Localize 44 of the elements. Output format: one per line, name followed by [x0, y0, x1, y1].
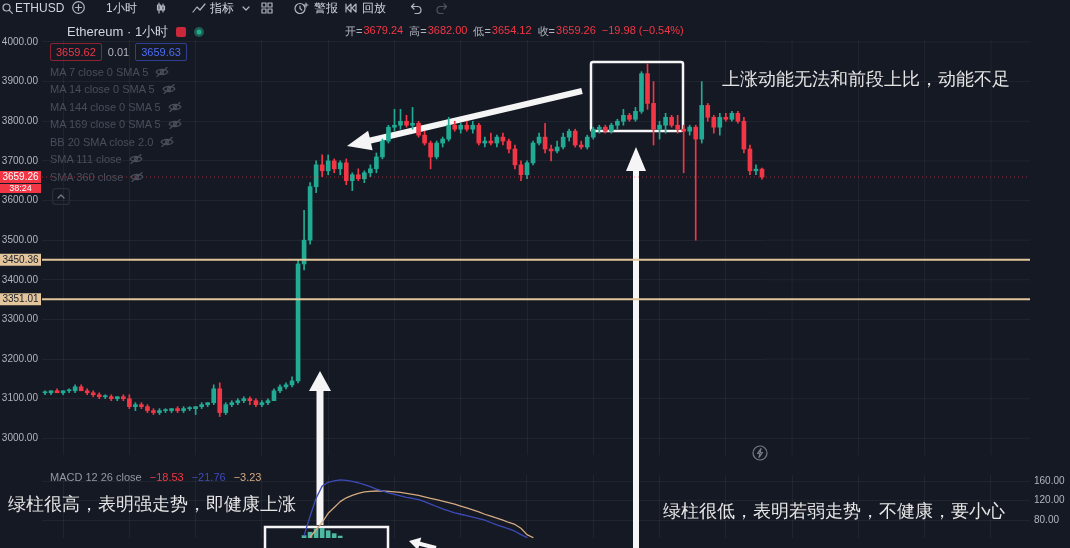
y-tick-label: 3900.00: [1, 75, 39, 87]
text: 高=: [409, 24, 427, 39]
annotation: −18.53: [149, 471, 184, 483]
ref-line-label: 3351.01: [2, 293, 40, 305]
text: 开=: [345, 24, 363, 39]
y-tick-label: 80.00: [1034, 513, 1060, 525]
text: 指标: [210, 1, 234, 16]
ref-line-label: 3659.26: [2, 171, 40, 183]
y-tick-label: 3600.00: [1, 194, 39, 206]
annotation: 0.01: [107, 46, 130, 58]
annotation: 绿柱很低，表明若弱走势，不健康，要小心: [663, 501, 1005, 522]
y-tick-label: 160.00: [1034, 475, 1066, 487]
y-tick-label: 3000.00: [1, 432, 39, 444]
chart-title: MACD 12 26 close: [50, 471, 142, 483]
text: 3682.00: [427, 24, 468, 38]
annotation: −21.76: [191, 471, 226, 483]
text: 3679.24: [363, 24, 404, 38]
chart-title: Ethereum · 1小时: [67, 23, 169, 41]
text: 回放: [362, 1, 386, 16]
annotation: 3659.63: [135, 43, 187, 61]
y-tick-label: 3500.00: [1, 233, 39, 245]
y-tick-label: 3300.00: [1, 313, 39, 325]
y-tick-label: 3100.00: [1, 392, 39, 404]
y-tick-label: 3700.00: [1, 154, 39, 166]
text: 警报: [314, 1, 338, 16]
text: 38:24: [0, 183, 41, 193]
y-tick-label: 120.00: [1034, 494, 1066, 506]
annotation: 3659.62: [50, 43, 102, 61]
y-tick-label: 4000.00: [1, 35, 39, 47]
y-tick-label: 3200.00: [1, 352, 39, 364]
text: 1小时: [106, 1, 137, 16]
text: 3659.26: [556, 24, 596, 38]
text: 收=: [537, 24, 556, 39]
text: 3654.12: [491, 24, 532, 38]
candlestick: [693, 124, 699, 241]
annotation: 上涨动能无法和前段上比，动能不足: [722, 69, 1010, 90]
y-tick-label: 3800.00: [1, 115, 39, 127]
y-tick-label: 3400.00: [1, 273, 39, 285]
text: 低=: [473, 24, 491, 39]
text: −19.98 (−0.54%): [601, 24, 684, 38]
ref-line-label: 3450.36: [2, 254, 40, 266]
annotation: 绿柱很高，表明强走势，即健康上涨: [8, 494, 296, 515]
annotation: −3.23: [233, 471, 262, 483]
text: ETHUSD: [15, 1, 65, 16]
